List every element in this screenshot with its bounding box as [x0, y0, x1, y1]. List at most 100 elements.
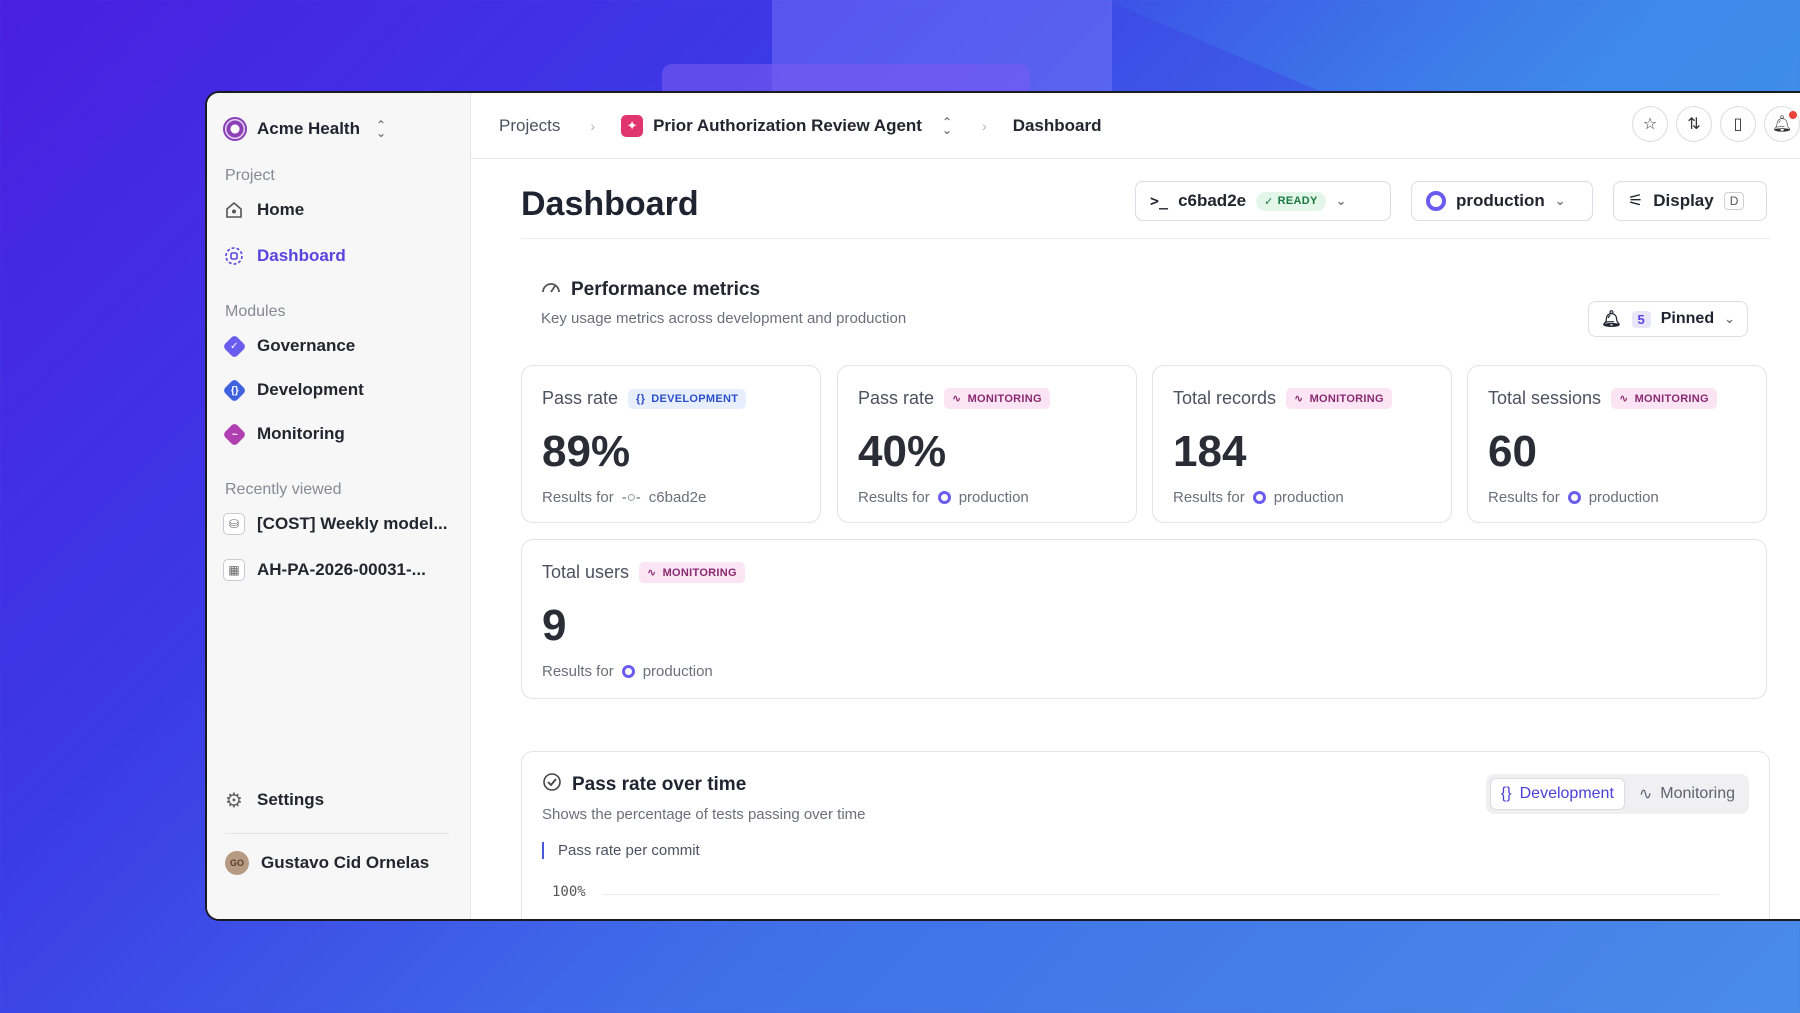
divider [225, 833, 449, 834]
topbar-actions: ☆ ⇅ ▯ 🔔︎ [1632, 106, 1800, 142]
metric-label: Pass rate [542, 388, 619, 408]
section-subtitle: Key usage metrics across development and… [541, 310, 907, 327]
braces-icon: {} [636, 392, 646, 405]
terminal-icon: >_ [1150, 192, 1169, 210]
recent-item[interactable]: ⛁ [COST] Weekly model... [223, 513, 448, 535]
page-header: Dashboard >_ c6bad2e ✓ READY ⌄ production… [521, 179, 1770, 239]
metric-source: production [1588, 489, 1659, 506]
status-badge: ✓ READY [1256, 191, 1326, 211]
tag-monitoring: ∿ MONITORING [944, 388, 1050, 409]
commit-hash: c6bad2e [1178, 191, 1247, 210]
bell-icon[interactable]: 🔔︎ [1764, 106, 1800, 142]
metric-value: 40% [858, 427, 947, 476]
sidebar-item-label: Monitoring [257, 424, 345, 443]
sidebar-item-dashboard[interactable]: Dashboard [223, 245, 346, 267]
chart-legend: Pass rate per commit [542, 842, 700, 859]
metric-foot: Results for [542, 663, 614, 680]
metric-card[interactable]: Total records ∿ MONITORING 184 Results fo… [1152, 365, 1452, 523]
display-button[interactable]: ⚟ Display D [1613, 181, 1767, 221]
tag-development: {} DEVELOPMENT [628, 388, 747, 409]
star-icon[interactable]: ☆ [1632, 106, 1668, 142]
topbar: Projects › ✦ Prior Authorization Review … [471, 93, 1800, 159]
metric-value: 89% [542, 427, 631, 476]
metric-foot: Results for [542, 489, 614, 506]
home-icon [223, 199, 245, 221]
app-window: Acme Health ⌃ ⌄ Project Home Dashboard Mo… [205, 91, 1800, 921]
metric-label: Pass rate [858, 388, 935, 408]
agent-icon: ✦ [621, 114, 644, 137]
metric-card[interactable]: Pass rate {} DEVELOPMENT 89% Results for -… [521, 365, 821, 523]
main-content: Projects › ✦ Prior Authorization Review … [471, 93, 1800, 919]
chart-source-toggle: {} Development ∿ Monitoring [1485, 774, 1749, 814]
metric-card[interactable]: Total users ∿ MONITORING 9 Results for pro… [521, 539, 1767, 699]
sidebar-item-label: Settings [257, 790, 325, 809]
gauge-icon [541, 279, 561, 301]
recent-item[interactable]: ▦ AH-PA-2026-00031-... [223, 559, 426, 581]
breadcrumb-current: Dashboard [1012, 115, 1102, 135]
sidebar-item-settings[interactable]: ⚙ Settings [223, 789, 325, 812]
grid-line [602, 894, 1719, 895]
background-shape [662, 64, 1030, 92]
tab-monitoring[interactable]: ∿ Monitoring [1638, 785, 1735, 803]
environment-icon [1252, 491, 1266, 504]
metric-foot: Results for [1173, 489, 1245, 506]
user-menu[interactable]: GO Gustavo Cid Ornelas [225, 851, 429, 875]
pulse-icon: ∿ [1638, 786, 1653, 803]
environment-icon [937, 491, 951, 504]
metric-label: Total users [542, 562, 630, 582]
pinned-dropdown[interactable]: 🔔︎ 5 Pinned ⌄ [1588, 301, 1748, 337]
sidebar-item-development[interactable]: {} Development [221, 377, 364, 403]
notification-dot [1789, 111, 1797, 119]
avatar: GO [225, 851, 249, 875]
breadcrumb-agent-label: Prior Authorization Review Agent [653, 115, 922, 135]
governance-icon: ✓ [221, 333, 247, 359]
breadcrumb-agent[interactable]: ✦ Prior Authorization Review Agent ⌃ ⌄ [621, 114, 952, 137]
org-switcher[interactable]: Acme Health ⌃ ⌄ [223, 117, 386, 141]
sidebar-item-home[interactable]: Home [223, 199, 304, 221]
chevron-up-down-icon: ⌃ ⌄ [375, 118, 387, 140]
tag-monitoring: ∿ MONITORING [1286, 388, 1392, 409]
dataset-icon: ⛁ [223, 513, 245, 535]
org-name: Acme Health [257, 119, 360, 138]
sidebar: Acme Health ⌃ ⌄ Project Home Dashboard Mo… [207, 93, 471, 919]
y-tick-label: 100% [552, 884, 586, 900]
sidebar-item-label: Governance [257, 336, 356, 355]
sliders-icon: ⚟ [1628, 191, 1644, 210]
metric-source: production [642, 663, 713, 680]
gear-icon: ⚙ [225, 789, 243, 812]
recent-item-label: [COST] Weekly model... [257, 514, 448, 533]
environment-selector[interactable]: production ⌄ [1411, 181, 1593, 221]
chart-title: Pass rate over time [572, 774, 747, 795]
chevron-down-icon: ⌄ [1724, 311, 1735, 326]
dashboard-icon [223, 245, 245, 267]
book-icon[interactable]: ▯ [1720, 106, 1756, 142]
environment-icon [621, 665, 635, 678]
table-icon: ▦ [223, 559, 245, 581]
bell-icon: 🔔︎ [1601, 311, 1622, 328]
pinned-label: Pinned [1660, 310, 1715, 327]
metric-card[interactable]: Pass rate ∿ MONITORING 40% Results for pro… [837, 365, 1137, 523]
environment-icon [1426, 191, 1446, 211]
section-label-modules: Modules [225, 303, 286, 320]
sidebar-item-monitoring[interactable]: ~ Monitoring [221, 421, 345, 447]
recent-item-label: AH-PA-2026-00031-... [257, 560, 426, 579]
tab-development[interactable]: {} Development [1489, 778, 1625, 810]
page-title: Dashboard [521, 185, 699, 223]
breadcrumb-projects[interactable]: Projects [499, 115, 561, 135]
user-name: Gustavo Cid Ornelas [261, 853, 430, 872]
pulse-icon: ∿ [647, 567, 657, 579]
metric-foot: Results for [858, 489, 930, 506]
braces-icon: {} [1500, 785, 1512, 802]
section-label-recent: Recently viewed [225, 481, 342, 498]
pulse-icon: ∿ [1619, 393, 1629, 405]
metric-card[interactable]: Total sessions ∿ MONITORING 60 Results fo… [1467, 365, 1767, 523]
chart-subtitle: Shows the percentage of tests passing ov… [542, 806, 866, 823]
sort-icon[interactable]: ⇅ [1676, 106, 1712, 142]
section-label-project: Project [225, 167, 275, 184]
chevron-right-icon: › [982, 117, 987, 134]
sidebar-item-governance[interactable]: ✓ Governance [221, 333, 356, 359]
pass-rate-chart-card: Pass rate over time Shows the percentage… [521, 751, 1770, 919]
pulse-icon: ∿ [952, 393, 962, 405]
commit-selector[interactable]: >_ c6bad2e ✓ READY ⌄ [1135, 181, 1391, 221]
metric-label: Total sessions [1488, 388, 1602, 408]
